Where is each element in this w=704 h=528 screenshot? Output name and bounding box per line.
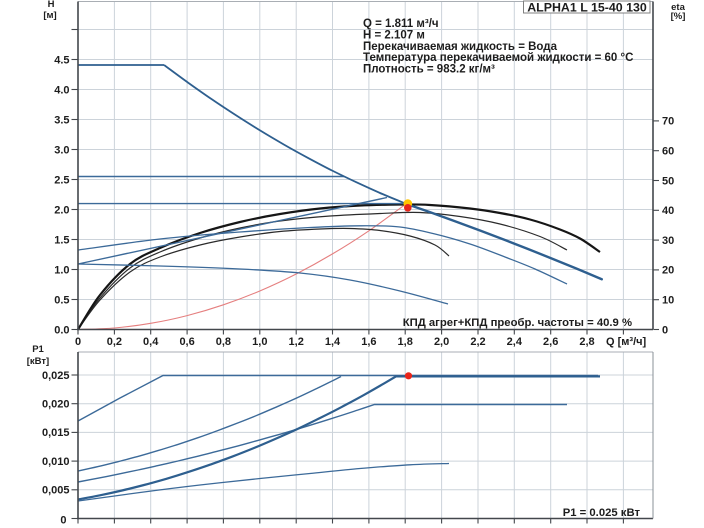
svg-text:0,025: 0,025: [42, 370, 70, 382]
svg-text:1,2: 1,2: [289, 336, 304, 348]
svg-text:0: 0: [75, 336, 81, 348]
svg-text:eta: eta: [671, 2, 685, 13]
svg-text:0: 0: [662, 324, 668, 336]
svg-text:0,8: 0,8: [216, 336, 231, 348]
svg-text:2,0: 2,0: [434, 336, 449, 348]
svg-text:P1: P1: [32, 344, 44, 355]
svg-text:2.0: 2.0: [54, 204, 69, 216]
svg-text:H = 2.107 м: H = 2.107 м: [363, 29, 425, 41]
svg-text:3.5: 3.5: [54, 114, 69, 126]
svg-text:Перекачиваемая жидкость = Вода: Перекачиваемая жидкость = Вода: [363, 41, 558, 53]
svg-text:0.0: 0.0: [54, 324, 69, 336]
svg-text:4.0: 4.0: [54, 84, 69, 96]
svg-text:H: H: [48, 0, 55, 10]
svg-text:0,015: 0,015: [42, 427, 70, 439]
svg-text:0,005: 0,005: [42, 485, 70, 497]
svg-text:0,010: 0,010: [42, 456, 70, 468]
svg-text:Температура перекачиваемой жид: Температура перекачиваемой жидкости = 60…: [363, 52, 633, 64]
svg-text:Q [м³/ч]: Q [м³/ч]: [606, 336, 647, 348]
svg-text:1,0: 1,0: [252, 336, 267, 348]
svg-text:1,6: 1,6: [361, 336, 376, 348]
svg-text:КПД агрег+КПД преобр. частоты: КПД агрег+КПД преобр. частоты = 40.9 %: [403, 317, 632, 329]
svg-text:0,4: 0,4: [143, 336, 159, 348]
svg-text:0: 0: [60, 514, 66, 526]
svg-text:0,020: 0,020: [42, 399, 70, 411]
svg-text:ALPHA1 L 15-40 130: ALPHA1 L 15-40 130: [527, 0, 647, 14]
svg-text:70: 70: [662, 116, 674, 128]
svg-text:[кВт]: [кВт]: [27, 356, 49, 367]
svg-text:4.5: 4.5: [54, 54, 69, 66]
svg-text:10: 10: [662, 295, 674, 307]
svg-text:Q = 1.811 м³/ч: Q = 1.811 м³/ч: [363, 18, 439, 30]
svg-text:0.5: 0.5: [54, 294, 69, 306]
svg-text:2,2: 2,2: [470, 336, 485, 348]
svg-text:3.0: 3.0: [54, 144, 69, 156]
svg-text:0,2: 0,2: [107, 336, 122, 348]
svg-text:40: 40: [662, 205, 674, 217]
svg-text:2,8: 2,8: [579, 336, 594, 348]
svg-text:[%]: [%]: [671, 11, 686, 22]
svg-text:P1 = 0.025 кВт: P1 = 0.025 кВт: [563, 507, 641, 519]
svg-text:20: 20: [662, 265, 674, 277]
svg-text:2.5: 2.5: [54, 174, 69, 186]
svg-text:[м]: [м]: [43, 10, 56, 21]
svg-text:1.5: 1.5: [54, 234, 69, 246]
svg-text:Плотность = 983.2 кг/м³: Плотность = 983.2 кг/м³: [363, 64, 495, 76]
svg-text:1,4: 1,4: [325, 336, 341, 348]
svg-text:50: 50: [662, 175, 674, 187]
svg-text:2,4: 2,4: [507, 336, 523, 348]
svg-text:2,6: 2,6: [543, 336, 558, 348]
svg-text:0,6: 0,6: [179, 336, 194, 348]
svg-text:60: 60: [662, 146, 674, 158]
svg-text:1.0: 1.0: [54, 264, 69, 276]
svg-text:1,8: 1,8: [398, 336, 413, 348]
svg-text:30: 30: [662, 235, 674, 247]
